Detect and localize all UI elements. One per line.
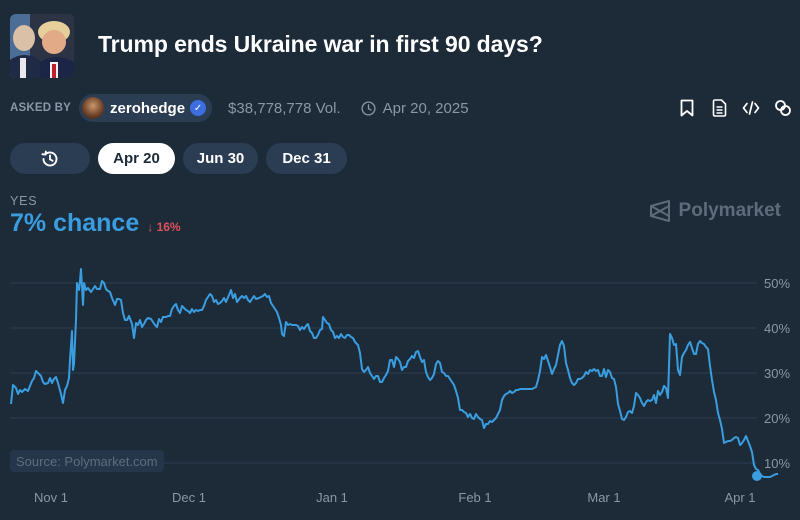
date-pill-jun-30[interactable]: Jun 30	[183, 143, 258, 174]
current-value-marker	[752, 471, 762, 481]
end-date-text: Apr 20, 2025	[382, 99, 469, 117]
svg-text:Nov 1: Nov 1	[34, 490, 68, 505]
outcome-chance: 7% chance ↓ 16%	[10, 209, 181, 238]
document-icon[interactable]	[710, 98, 728, 118]
embed-code-icon[interactable]	[742, 98, 760, 118]
date-pill-apr-20[interactable]: Apr 20	[98, 143, 175, 174]
end-date: Apr 20, 2025	[361, 100, 469, 117]
svg-text:10%: 10%	[764, 456, 790, 471]
avatar	[82, 97, 105, 119]
date-pill-dec-31[interactable]: Dec 31	[266, 143, 347, 174]
chance-value: 7% chance	[10, 209, 140, 237]
x-axis-labels: Nov 1 Dec 1 Jan 1 Feb 1 Mar 1 Apr 1	[34, 490, 756, 505]
svg-text:Feb 1: Feb 1	[458, 490, 491, 505]
svg-text:30%: 30%	[764, 366, 790, 381]
clock-icon	[361, 100, 376, 116]
verified-check-icon: ✓	[190, 100, 207, 116]
svg-text:Jan 1: Jan 1	[316, 490, 348, 505]
svg-text:50%: 50%	[764, 276, 790, 291]
market-title: Trump ends Ukraine war in first 90 days?	[98, 31, 543, 57]
volume-text: $38,778,778 Vol.	[228, 99, 341, 117]
svg-text:Mar 1: Mar 1	[587, 490, 620, 505]
svg-text:40%: 40%	[764, 321, 790, 336]
outcome-label: YES	[10, 194, 38, 208]
source-label: Source: Polymarket.com	[10, 450, 164, 472]
polymarket-watermark: Polymarket	[649, 199, 781, 223]
history-button[interactable]	[10, 143, 90, 174]
chance-delta: ↓ 16%	[147, 220, 181, 234]
market-thumbnail-image	[10, 14, 74, 78]
market-meta-row: ASKED BY zerohedge ✓ $38,778,778 Vol. Ap…	[10, 94, 469, 122]
svg-text:Dec 1: Dec 1	[172, 490, 206, 505]
y-axis-labels: 50% 40% 30% 20% 10%	[764, 276, 790, 471]
date-range-pills: Apr 20 Jun 30 Dec 31	[10, 143, 347, 174]
username: zerohedge	[110, 99, 186, 117]
brand-name: Polymarket	[678, 200, 781, 221]
polymarket-logo-icon	[649, 200, 670, 222]
market-actions	[678, 98, 792, 118]
bookmark-icon[interactable]	[678, 98, 696, 118]
market-thumbnail	[10, 14, 74, 78]
link-icon[interactable]	[774, 98, 792, 118]
history-icon	[41, 150, 58, 166]
svg-text:Apr 1: Apr 1	[724, 490, 755, 505]
yes-price-line	[10, 268, 778, 478]
user-profile-chip[interactable]: zerohedge ✓	[79, 94, 213, 122]
price-history-chart[interactable]: 50% 40% 30% 20% 10% Nov 1 Dec 1 Jan 1 Fe…	[0, 250, 800, 520]
svg-text:20%: 20%	[764, 411, 790, 426]
asked-by-label: ASKED BY	[10, 102, 72, 114]
